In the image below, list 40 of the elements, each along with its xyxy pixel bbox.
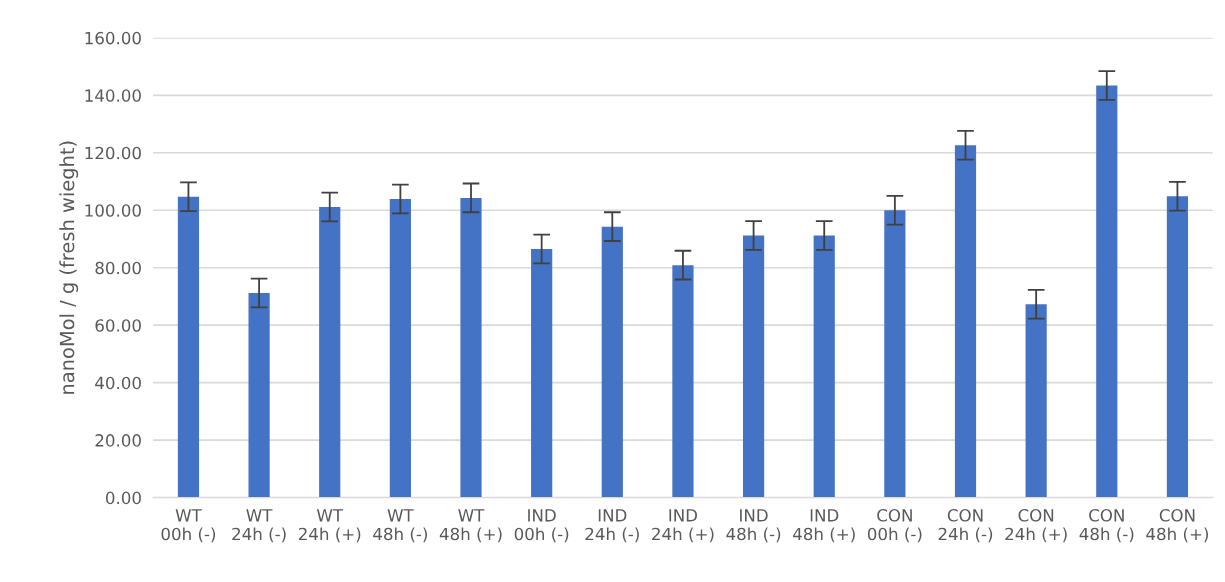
x-tick-label: IND 00h (-) bbox=[514, 509, 569, 543]
x-tick-label: CON 24h (-) bbox=[938, 509, 993, 543]
y-tick-label: 0.00 bbox=[106, 491, 141, 505]
bar bbox=[177, 196, 200, 498]
x-tick-label: WT 48h (-) bbox=[373, 509, 427, 543]
bar bbox=[672, 265, 694, 498]
x-tick-label: CON 24h (+) bbox=[1005, 509, 1067, 543]
x-tick-label: WT 24h (+) bbox=[298, 509, 361, 543]
x-tick-label: WT 00h (-) bbox=[161, 509, 216, 543]
bar bbox=[884, 210, 906, 498]
x-tick-label: IND 24h (+) bbox=[652, 509, 714, 543]
bar bbox=[1096, 85, 1118, 498]
x-tick-label: IND 48h (-) bbox=[726, 509, 781, 543]
x-tick-label: IND 24h (-) bbox=[585, 509, 639, 543]
y-tick-label: 40.00 bbox=[95, 376, 141, 390]
y-tick-label: 60.00 bbox=[95, 319, 141, 332]
x-tick-label: CON 48h (+) bbox=[1146, 509, 1209, 543]
x-tick-label: CON 00h (-) bbox=[867, 509, 922, 543]
bar bbox=[954, 145, 977, 498]
x-tick-label: IND 48h (+) bbox=[793, 509, 855, 543]
bar bbox=[460, 197, 482, 498]
y-tick-label: 20.00 bbox=[95, 434, 141, 447]
y-axis-title: nanoMol / g (fresh wieght) bbox=[59, 141, 79, 394]
y-tick-label: 100.00 bbox=[85, 204, 141, 217]
x-tick-label: CON 48h (-) bbox=[1079, 509, 1134, 543]
bar bbox=[742, 235, 765, 498]
bar bbox=[1025, 304, 1047, 498]
bar bbox=[813, 235, 835, 498]
bar bbox=[248, 293, 270, 498]
y-tick-label: 140.00 bbox=[85, 89, 141, 102]
y-tick-label: 80.00 bbox=[95, 261, 141, 275]
y-tick-label: 160.00 bbox=[85, 31, 141, 45]
bar bbox=[319, 207, 341, 498]
bar bbox=[531, 249, 553, 498]
bar bbox=[1166, 196, 1189, 498]
bar bbox=[601, 226, 623, 498]
y-tick-label: 120.00 bbox=[85, 146, 141, 160]
x-tick-label: WT 24h (-) bbox=[232, 509, 286, 543]
x-tick-label: WT 48h (+) bbox=[439, 509, 502, 543]
bar bbox=[389, 199, 411, 498]
